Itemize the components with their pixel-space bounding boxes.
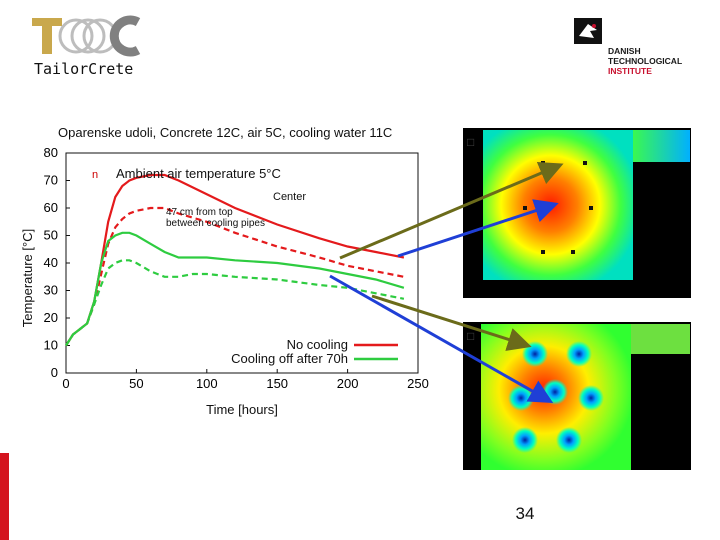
pipes-annotation-line-2: between cooling pipes <box>166 218 265 229</box>
center-annotation: Center <box>273 191 306 203</box>
y-axis-label-group: Temperature [°C] <box>20 229 35 327</box>
y-tick-label: 60 <box>44 200 58 215</box>
accent-bar <box>0 453 9 540</box>
thermal-corner-mark: □ <box>467 135 474 149</box>
y-tick-label: 0 <box>51 365 58 380</box>
x-tick-label: 100 <box>196 376 218 391</box>
tailorcrete-wordmark: TailorCrete <box>34 60 134 78</box>
series-line-2 <box>65 206 405 347</box>
ambient-annotation: Ambient air temperature 5°C <box>116 166 281 181</box>
thermal-body <box>483 130 633 280</box>
thermal-arm <box>628 130 690 162</box>
temperature-chart: Oparenske udoli, Concrete 12C, air 5C, c… <box>20 125 429 417</box>
tailorcrete-emblem-icon <box>32 15 141 57</box>
x-tick-label: 250 <box>407 376 429 391</box>
series-line-4 <box>65 259 405 347</box>
y-tick-label: 20 <box>44 310 58 325</box>
thermal-map-no-cooling: □ <box>463 128 691 298</box>
legend-label-cooling-off: Cooling off after 70h <box>231 351 348 366</box>
ambient-marker: n <box>92 169 98 181</box>
y-tick-label: 30 <box>44 283 58 298</box>
y-axis-label: Temperature [°C] <box>20 229 35 327</box>
x-tick-label: 200 <box>337 376 359 391</box>
y-tick-label: 80 <box>44 145 58 160</box>
chart-title: Oparenske udoli, Concrete 12C, air 5C, c… <box>58 125 392 140</box>
dti-line-2: TECHNOLOGICAL <box>608 56 683 66</box>
dti-line-3: INSTITUTE <box>608 66 652 76</box>
page-number: 34 <box>515 504 535 523</box>
y-tick-label: 40 <box>44 255 58 270</box>
x-axis-label: Time [hours] <box>206 402 278 417</box>
y-tick-label: 50 <box>44 228 58 243</box>
x-tick-label: 150 <box>266 376 288 391</box>
legend-label-no-cooling: No cooling <box>287 337 348 352</box>
dti-emblem-icon <box>574 18 602 44</box>
pipes-annotation: 47 cm from top between cooling pipes <box>166 207 265 229</box>
thermal-corner-mark: □ <box>467 329 474 343</box>
y-tick-label: 10 <box>44 338 58 353</box>
y-tick-label: 70 <box>44 173 58 188</box>
tailorcrete-logo: TailorCrete <box>30 14 155 84</box>
x-tick-label: 0 <box>62 376 69 391</box>
plot-frame <box>65 152 419 374</box>
pipes-annotation-line-1: 47 cm from top <box>166 207 233 218</box>
legend: No cooling Cooling off after 70h <box>231 337 398 366</box>
thermal-map-cooling: □ <box>463 322 691 470</box>
x-tick-label: 50 <box>129 376 143 391</box>
dti-line-1: DANISH <box>608 46 641 56</box>
dti-logo: DANISH TECHNOLOGICAL INSTITUTE <box>570 16 710 86</box>
